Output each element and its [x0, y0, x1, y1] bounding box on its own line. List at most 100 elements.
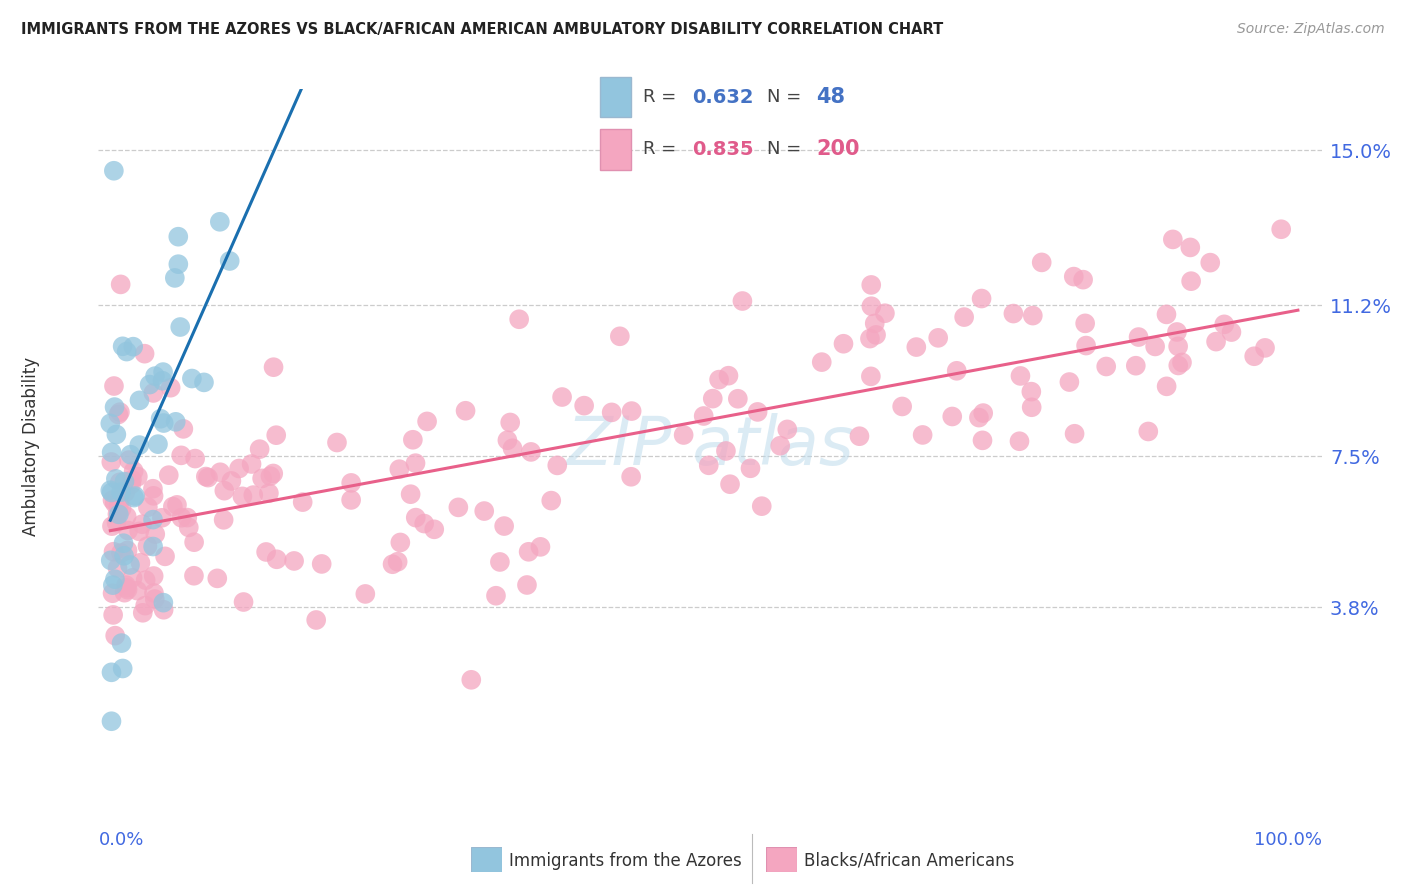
Point	[98, 417, 121, 431]
Point	[620, 469, 643, 483]
Point	[127, 469, 149, 483]
Point	[165, 415, 187, 429]
Point	[972, 406, 994, 420]
Point	[1125, 359, 1147, 373]
Point	[405, 456, 427, 470]
Point	[122, 491, 145, 505]
Point	[111, 661, 134, 675]
Point	[508, 312, 530, 326]
Point	[101, 586, 124, 600]
Point	[572, 399, 595, 413]
Point	[1095, 359, 1118, 374]
Point	[214, 483, 236, 498]
Point	[1180, 274, 1202, 288]
Point	[859, 369, 882, 384]
Point	[146, 437, 169, 451]
Point	[1021, 401, 1043, 415]
Point	[128, 393, 150, 408]
Point	[1156, 379, 1178, 393]
Point	[121, 473, 143, 487]
Point	[1002, 307, 1025, 321]
Point	[1166, 325, 1188, 339]
FancyBboxPatch shape	[600, 77, 631, 118]
Point	[143, 592, 166, 607]
Point	[115, 509, 138, 524]
Point	[485, 589, 508, 603]
Point	[177, 520, 200, 534]
Point	[1167, 359, 1189, 373]
Point	[551, 390, 574, 404]
Text: 48: 48	[817, 87, 845, 107]
Point	[142, 489, 165, 503]
Point	[149, 411, 172, 425]
Point	[1161, 232, 1184, 246]
Point	[104, 496, 127, 510]
Point	[118, 453, 141, 467]
Point	[1180, 240, 1202, 254]
Point	[517, 545, 540, 559]
Point	[326, 435, 349, 450]
Point	[221, 474, 243, 488]
Point	[354, 587, 377, 601]
Point	[388, 462, 411, 476]
Point	[1254, 341, 1277, 355]
Point	[183, 568, 205, 582]
Point	[128, 524, 150, 539]
Point	[1071, 273, 1094, 287]
Point	[283, 554, 305, 568]
Point	[254, 545, 277, 559]
Point	[110, 546, 132, 560]
Point	[101, 607, 124, 622]
Point	[609, 329, 631, 343]
Point	[1243, 349, 1265, 363]
Point	[1063, 426, 1085, 441]
Point	[142, 586, 165, 600]
Point	[927, 331, 949, 345]
Point	[136, 539, 159, 553]
Point	[454, 403, 477, 417]
Text: ZIP atlas: ZIP atlas	[567, 413, 853, 479]
Point	[142, 386, 165, 401]
Point	[472, 504, 495, 518]
Point	[114, 585, 136, 599]
Point	[208, 215, 231, 229]
Point	[911, 428, 934, 442]
Point	[1270, 222, 1292, 236]
Point	[170, 510, 193, 524]
Point	[1022, 309, 1045, 323]
Point	[163, 271, 186, 285]
Point	[494, 519, 516, 533]
Text: Ambulatory Disability: Ambulatory Disability	[22, 357, 41, 535]
Point	[447, 500, 470, 515]
Point	[499, 416, 522, 430]
Point	[104, 629, 127, 643]
Point	[860, 299, 883, 313]
Point	[810, 355, 832, 369]
Point	[600, 405, 623, 419]
Text: Immigrants from the Azores: Immigrants from the Azores	[509, 852, 742, 870]
Point	[1167, 339, 1189, 353]
Point	[546, 458, 568, 473]
Point	[540, 493, 562, 508]
Point	[232, 595, 254, 609]
Point	[266, 552, 288, 566]
Point	[672, 428, 695, 442]
Point	[103, 545, 125, 559]
Point	[105, 427, 128, 442]
Point	[859, 332, 882, 346]
Point	[1220, 325, 1243, 339]
Point	[157, 468, 180, 483]
Point	[529, 540, 551, 554]
Point	[128, 438, 150, 452]
Point	[1144, 339, 1167, 353]
Point	[953, 310, 976, 324]
Point	[194, 469, 217, 483]
Point	[249, 442, 271, 457]
Point	[1205, 334, 1227, 349]
Point	[520, 445, 543, 459]
Point	[143, 369, 166, 384]
Point	[502, 442, 524, 456]
Point	[111, 501, 134, 516]
Text: Blacks/African Americans: Blacks/African Americans	[804, 852, 1015, 870]
Point	[702, 392, 724, 406]
